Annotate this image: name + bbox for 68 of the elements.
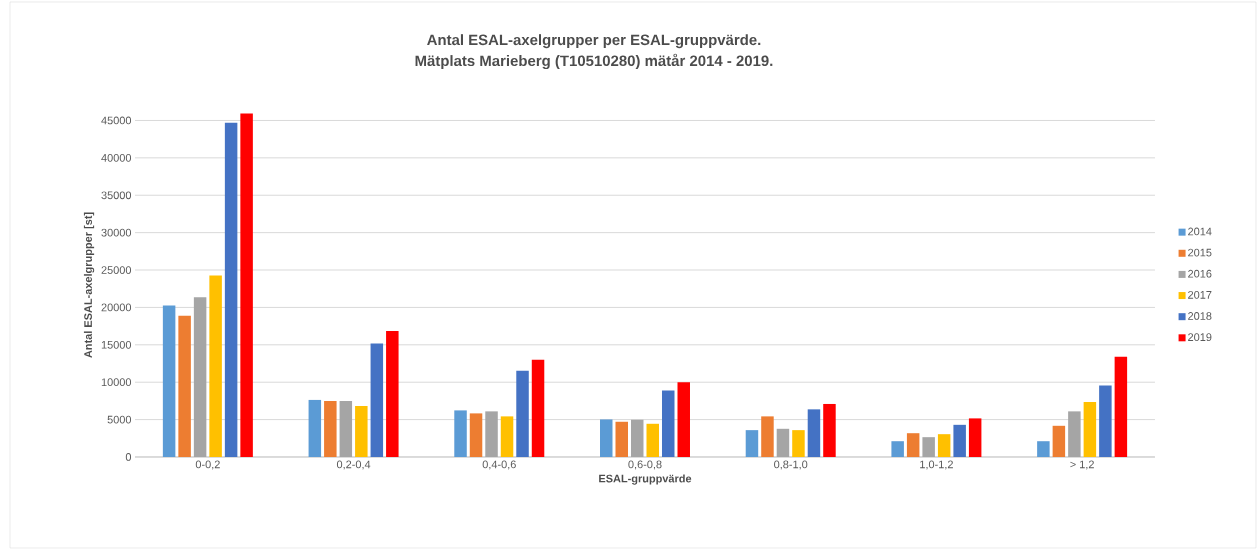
bar	[891, 441, 904, 457]
bar	[386, 330, 399, 457]
bar	[193, 297, 207, 457]
bar	[615, 421, 628, 457]
x-tick-label: 1,0-1,2	[920, 460, 953, 470]
bar	[807, 409, 821, 457]
y-axis-title: Antal ESAL-axelgrupper [st]	[83, 212, 95, 358]
bar	[500, 416, 514, 457]
y-tick-label: 45000	[101, 116, 132, 125]
bar	[469, 413, 483, 457]
x-tick-label: 0,2-0,4	[336, 460, 371, 470]
bar	[776, 428, 790, 457]
bar	[224, 122, 238, 457]
bar	[324, 400, 337, 457]
legend-label: 2018	[1188, 312, 1212, 320]
bar	[1114, 356, 1128, 457]
bar	[531, 359, 545, 457]
bar	[485, 411, 498, 457]
legend-label: 2015	[1188, 248, 1212, 257]
bar	[661, 390, 675, 457]
bar	[906, 433, 920, 457]
y-tick-label: 10000	[101, 378, 132, 387]
x-tick-label: 0,4-0,6	[482, 460, 516, 470]
bar	[162, 305, 176, 457]
bar	[761, 416, 774, 457]
bar	[1052, 425, 1066, 457]
x-tick-label: 0,8-1,0	[774, 460, 808, 470]
bar	[209, 275, 222, 457]
x-tick-label: > 1,2	[1070, 460, 1094, 470]
bar	[968, 418, 982, 457]
bar	[922, 437, 935, 457]
y-tick-label: 30000	[101, 228, 132, 237]
y-tick-label: 15000	[101, 340, 132, 349]
legend-label: 2019	[1188, 333, 1212, 341]
bar	[516, 370, 529, 457]
y-tick-label: 20000	[101, 303, 132, 312]
y-tick-label: 25000	[101, 266, 132, 274]
bar	[339, 400, 353, 457]
bar	[792, 430, 805, 457]
x-axis-title: ESAL-gruppvärde	[599, 474, 692, 485]
bar	[953, 424, 966, 457]
x-tick-label: 0,6-0,8	[628, 460, 662, 470]
bar	[745, 430, 759, 457]
legend-label: 2017	[1188, 290, 1212, 299]
bar	[823, 403, 836, 457]
bar	[599, 419, 613, 457]
y-tick-label: 35000	[101, 191, 132, 200]
bar	[630, 419, 644, 457]
bar	[677, 382, 690, 457]
bar	[1083, 402, 1097, 457]
bar	[937, 434, 951, 457]
bar	[646, 423, 659, 457]
bar	[1037, 441, 1050, 457]
bar	[454, 410, 467, 457]
y-tick-label: 40000	[101, 153, 132, 162]
bar	[355, 405, 368, 457]
y-tick-label: 0	[125, 453, 132, 461]
legend-label: 2016	[1188, 269, 1212, 278]
bar	[370, 343, 384, 457]
bar	[178, 315, 191, 457]
bar	[1099, 385, 1112, 457]
bar	[308, 399, 322, 457]
y-tick-label: 5000	[107, 415, 132, 424]
chart-title: Antal ESAL-axelgrupper per ESAL-gruppvärde. Mätplats Marieberg (T10510280) mätår 2014 - 2019.	[415, 34, 773, 70]
x-tick-label: 0-0,2	[195, 460, 220, 470]
legend-label: 2014	[1188, 227, 1212, 236]
bar	[1068, 411, 1081, 457]
bar	[240, 113, 253, 457]
